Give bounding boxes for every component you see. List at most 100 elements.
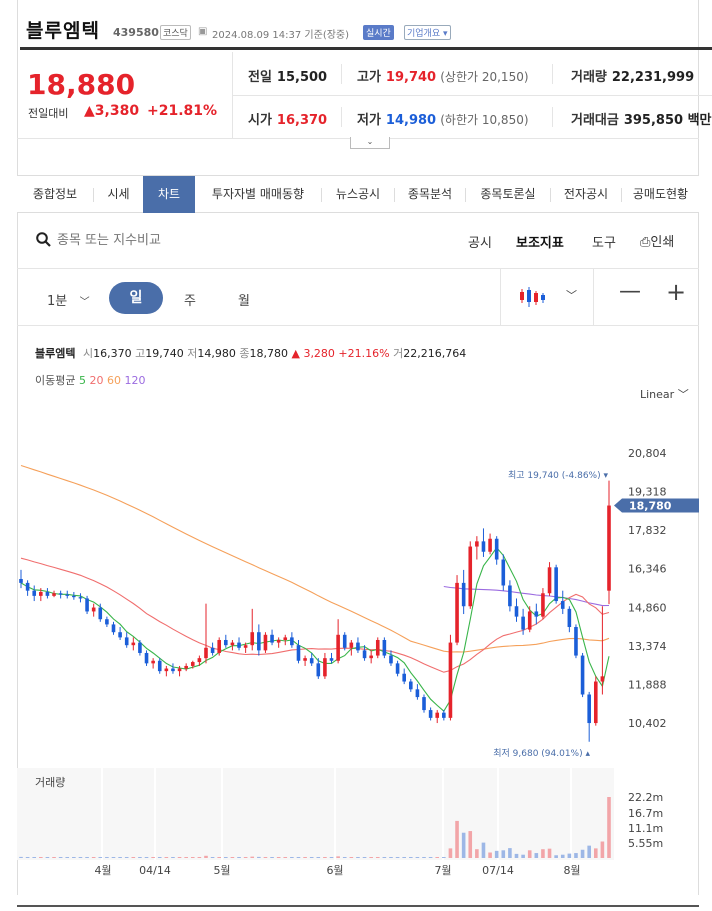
print-button[interactable]: ⎙인쇄 xyxy=(640,231,674,250)
candle xyxy=(580,655,585,695)
toolbar-divider xyxy=(593,269,594,325)
tab-short-selling[interactable]: 공매도현황 xyxy=(632,187,689,201)
ma-label: 이동평균 xyxy=(35,374,76,387)
volume-bar xyxy=(131,857,136,858)
chevron-down-icon: ﹀ xyxy=(677,388,689,401)
volume-bar xyxy=(408,857,413,858)
change-label: 전일대비 xyxy=(28,107,69,120)
y-tick-label: 11,888 xyxy=(628,678,667,691)
volume-bar xyxy=(422,857,426,858)
volume-bar xyxy=(250,856,255,858)
candle xyxy=(442,712,446,718)
candle xyxy=(243,645,248,648)
stock-header: 블루엠텍 439580 코스닥 ▣ 2024.08.09 14:37 기준(장중… xyxy=(20,0,712,50)
price-summary-table: 전일 15,500 고가 19,740 (상한가 20,150) 거래량 22,231… xyxy=(232,52,712,138)
volume-bar xyxy=(567,853,572,858)
candle xyxy=(435,712,440,718)
candle xyxy=(52,593,56,596)
candle xyxy=(329,658,334,661)
candle xyxy=(395,663,400,674)
chevron-down-icon: ▾ xyxy=(443,29,448,39)
candle xyxy=(356,642,360,651)
y-tick-label: 13,374 xyxy=(628,640,667,653)
tab-discussion[interactable]: 종목토론실 xyxy=(480,187,536,201)
tools-link[interactable]: 도구 xyxy=(592,236,616,251)
tab-investor-trading[interactable]: 투자자별 매매동향 xyxy=(211,187,305,201)
volume-bar xyxy=(508,848,512,858)
chart-toolbar: 1분 ﹀ 일 주 월 ﹀ — + xyxy=(17,269,699,326)
chevron-down-icon[interactable]: ﹀ xyxy=(566,289,577,302)
volume-panel-label: 거래량 xyxy=(35,776,66,789)
tab-quotes[interactable]: 시세 xyxy=(107,187,130,201)
minute-label: 1분 xyxy=(47,294,68,309)
volume-bar xyxy=(197,857,202,858)
volume-bar xyxy=(184,857,188,858)
company-info-dropdown[interactable]: 기업개요 ▾ xyxy=(404,25,451,40)
candle xyxy=(138,642,142,653)
volume-bar xyxy=(316,857,321,858)
volume-bar xyxy=(230,857,235,858)
volume-bar xyxy=(349,857,354,858)
candle xyxy=(342,634,347,648)
scale-dropdown[interactable]: Linear ﹀ xyxy=(640,386,689,402)
timestamp: 2024.08.09 14:37 기준(장중) xyxy=(212,30,350,41)
tab-disclosure[interactable]: 전자공시 xyxy=(563,187,609,201)
volume-bar xyxy=(481,842,486,858)
volume-bar xyxy=(296,857,301,858)
x-tick-label: 07/14 xyxy=(482,864,514,877)
volume-bar xyxy=(389,857,393,858)
volume-bar xyxy=(65,857,70,858)
tab-overview[interactable]: 종합정보 xyxy=(32,187,78,201)
y-tick-label: 19,318 xyxy=(628,486,667,499)
volume-bar xyxy=(124,857,129,858)
page-frame xyxy=(17,0,699,895)
search-icon[interactable] xyxy=(36,232,51,247)
close-short-label: 종 xyxy=(239,347,250,360)
expand-toggle[interactable]: ⌄ xyxy=(350,137,390,149)
candle xyxy=(375,639,380,656)
volume-bar xyxy=(19,856,23,858)
candle xyxy=(91,607,96,612)
volume-bar xyxy=(138,857,142,858)
tab-chart[interactable]: 차트 xyxy=(143,176,195,213)
zoom-out-button[interactable]: — xyxy=(619,279,641,304)
row-divider xyxy=(233,95,712,96)
high-label: 고가 xyxy=(357,70,381,85)
notice-link[interactable]: 공시 xyxy=(468,236,492,251)
prev-close-value: 15,500 xyxy=(276,70,328,85)
candlestick-type-icon[interactable] xyxy=(518,283,548,311)
volume-tick-label: 16.7m xyxy=(628,807,663,820)
tab-bar: 종합정보 시세 차트 투자자별 매매동향 뉴스공시 종목분석 종목토론실 전자공… xyxy=(17,175,699,213)
volume-bar xyxy=(534,853,539,858)
zoom-in-button[interactable]: + xyxy=(666,278,687,306)
ma20-line xyxy=(20,557,610,673)
compare-search-input[interactable] xyxy=(57,230,307,250)
tab-analysis[interactable]: 종목분석 xyxy=(407,187,453,201)
candle xyxy=(131,642,136,646)
ohlc-high: 19,740 xyxy=(145,347,184,360)
volume-bar xyxy=(32,857,37,858)
ohlc-volume: 22,216,764 xyxy=(403,347,467,360)
x-tick-label: 8월 xyxy=(563,864,580,877)
candle xyxy=(303,658,307,661)
volume-bar xyxy=(455,820,459,858)
volume-bar xyxy=(144,857,149,858)
period-month-button[interactable]: 월 xyxy=(238,294,250,309)
candle xyxy=(468,546,473,607)
open-label: 시가 xyxy=(248,113,272,128)
volume-bar xyxy=(204,855,208,858)
ma20-legend: 20 xyxy=(89,374,104,387)
candle xyxy=(501,559,506,586)
volume-bar xyxy=(270,857,274,858)
volume-bar xyxy=(369,857,373,858)
tab-news[interactable]: 뉴스공시 xyxy=(335,187,381,201)
period-day-button[interactable]: 일 xyxy=(109,282,163,314)
minute-dropdown[interactable]: 1분 ﹀ xyxy=(47,290,90,309)
indicator-link[interactable]: 보조지표 xyxy=(516,236,564,251)
change-percent: +21.81% xyxy=(147,103,218,119)
volume-bar xyxy=(39,857,43,858)
prev-close: 전일 15,500 xyxy=(248,66,327,85)
realtime-badge[interactable]: 실시간 xyxy=(363,25,394,40)
period-week-button[interactable]: 주 xyxy=(184,294,196,309)
